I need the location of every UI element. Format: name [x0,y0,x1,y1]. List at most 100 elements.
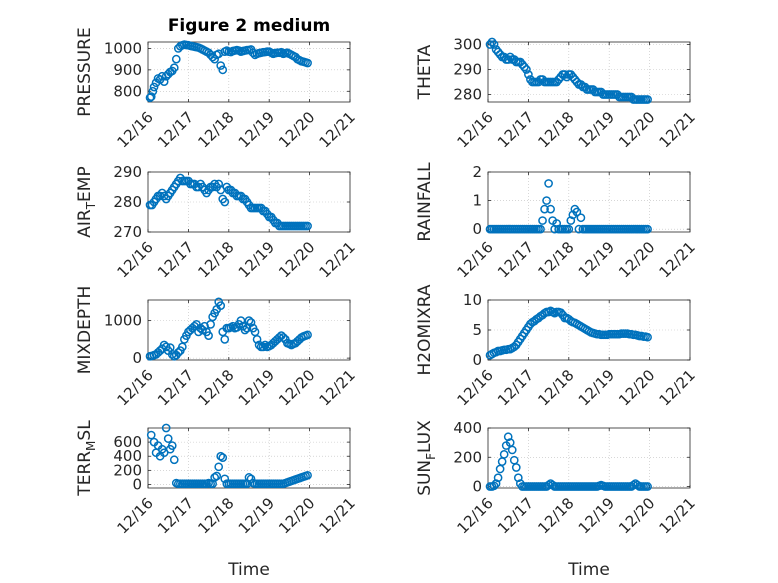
x-tick-label: 12/19 [575,108,618,151]
y-tick-label: 0 [132,349,142,367]
data-point [254,340,264,350]
x-tick-label: 12/17 [494,108,537,151]
y-tick-label: 0 [472,478,482,496]
data-point [503,55,513,64]
x-tick-label: 12/20 [275,366,318,409]
x-tick-label: 12/18 [534,238,577,281]
x-tick-label: 12/19 [575,494,618,537]
data-point [550,224,560,234]
x-tick-label: 12/16 [114,366,157,409]
axes-box [487,171,691,233]
y-axis-label-main: H2OMIXRA [415,284,435,375]
data-point [214,462,224,472]
y-tick-label: 0 [472,351,482,369]
x-tick-label: 12/18 [534,366,577,409]
x-tick-label: 12/16 [454,238,497,281]
x-tick-label: 12/17 [494,238,537,281]
data-point [540,204,549,214]
data-point [146,92,156,101]
x-tick-label: 12/20 [615,238,658,281]
data-point [576,213,586,223]
data-point [538,216,547,225]
x-tick-label: 12/16 [454,108,497,151]
x-tick-label: 12/16 [114,238,157,281]
y-axis-label-main: PRESSURE [75,27,95,116]
x-tick-label: 12/21 [656,494,699,537]
y-axis-label-main: RAINFALL [415,162,435,242]
axes-box [147,427,351,489]
y-tick-label: 900 [113,61,142,79]
x-tick-label: 12/18 [534,494,577,537]
data-point [169,63,179,73]
data-point [218,65,228,75]
data-point [546,204,555,214]
data-point [499,449,509,459]
x-axis-label: Time [567,560,610,580]
axes-box [487,427,691,489]
data-point [216,451,226,461]
subplot-1: 800 900 1000 12/1612/1712/1812/1912/2012/21… [75,27,359,151]
y-tick-label: 0 [472,220,482,238]
data-point [252,335,262,344]
y-tick-label: 0 [132,475,142,493]
y-axis-label: SUNFLUX [415,420,438,496]
x-tick-label: 12/17 [494,494,537,537]
y-tick-label: 5 [472,321,482,339]
data-point [220,335,230,344]
y-tick-label: 290 [113,163,142,181]
x-tick-label: 12/16 [114,108,157,151]
data-point [544,480,553,490]
x-tick-label: 12/21 [316,108,359,151]
data-point [524,70,533,79]
y-axis-label: RAINFALL [415,162,435,242]
data-point [276,47,286,57]
data-point [240,325,250,335]
data-point [511,463,521,472]
data-point [204,331,213,340]
x-tick-label: 12/19 [235,366,278,409]
data-point [250,327,260,337]
data-point [544,179,553,188]
x-tick-label: 12/21 [656,238,699,281]
y-axis-label: TERRMSL [75,420,98,497]
y-axis-label: H2OMIXRA [415,284,435,375]
x-tick-label: 12/21 [316,494,359,537]
data-point [173,348,183,357]
data-point [248,48,258,58]
y-axis-label: MIXDEPTH [75,286,95,375]
figure-title: Figure 2 medium [168,16,330,36]
data-point [206,320,215,329]
data-point [216,61,226,70]
data-point [220,197,230,207]
axes-box [147,299,351,361]
y-axis-label: PRESSURE [75,27,95,116]
y-axis-label-main: AIR [75,209,95,238]
x-tick-label: 12/20 [275,108,318,151]
y-tick-label: 280 [453,86,482,104]
y-axis-label-main: SUN [415,460,435,496]
y-tick-label: 10 [463,291,482,309]
y-axis-label: AIRTEMP [75,166,98,237]
x-tick-label: 12/16 [114,494,157,537]
data-point [548,480,557,490]
data-point [244,316,254,325]
y-tick-label: 2 [472,163,482,181]
x-tick-label: 12/17 [154,366,197,409]
x-tick-label: 12/19 [575,238,618,281]
data-point [258,342,268,352]
data-point [303,330,312,340]
y-axis-label-tail: SL [75,420,95,441]
data-point [177,342,187,352]
x-tick-label: 12/21 [656,108,699,151]
data-point [244,473,254,482]
y-axis-label-sub: T [84,201,98,210]
data-point [495,464,505,474]
x-tick-label: 12/18 [194,238,237,281]
data-point [303,221,312,231]
x-tick-label: 12/19 [235,494,278,537]
data-point [260,340,270,350]
data-point [169,455,179,465]
y-tick-label: 1 [472,192,482,210]
